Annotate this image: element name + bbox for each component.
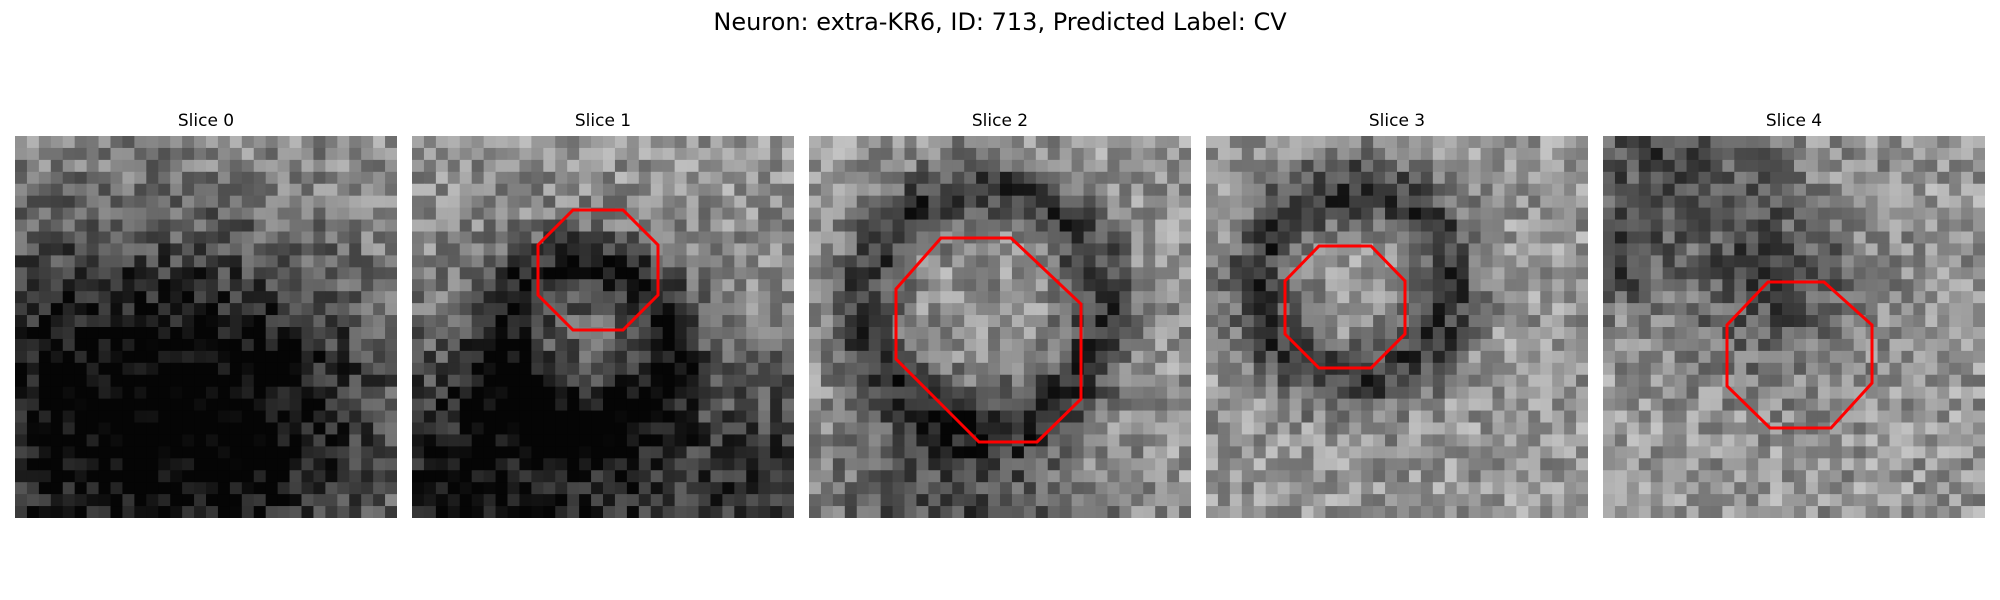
panel-slice-2: Slice 2 (809, 108, 1191, 518)
grayscale-texture (1206, 136, 1588, 518)
panel-title: Slice 0 (177, 111, 235, 131)
slice-image-3 (1206, 136, 1588, 518)
vesicle-outline (536, 208, 660, 332)
slice-image-4 (1603, 136, 1985, 518)
panel-title: Slice 4 (1765, 111, 1823, 131)
vesicle-outline (894, 236, 1083, 444)
vesicle-outline (1725, 280, 1874, 430)
panel-slice-0: Slice 0 (15, 108, 397, 518)
slice-image-2 (809, 136, 1191, 518)
grayscale-texture (412, 136, 794, 518)
panel-slice-1: Slice 1 (412, 108, 794, 518)
panel-slice-3: Slice 3 (1206, 108, 1588, 518)
panel-title: Slice 2 (971, 111, 1029, 131)
grayscale-texture (809, 136, 1191, 518)
panel-slice-4: Slice 4 (1603, 108, 1985, 518)
slice-image-1 (412, 136, 794, 518)
figure-title: Neuron: extra-KR6, ID: 713, Predicted La… (713, 8, 1287, 36)
grayscale-texture (1603, 136, 1985, 518)
grayscale-texture (15, 136, 397, 518)
panel-title: Slice 1 (574, 111, 632, 131)
slice-image-0 (15, 136, 397, 518)
vesicle-outline (1283, 244, 1407, 370)
panel-title: Slice 3 (1368, 111, 1426, 131)
